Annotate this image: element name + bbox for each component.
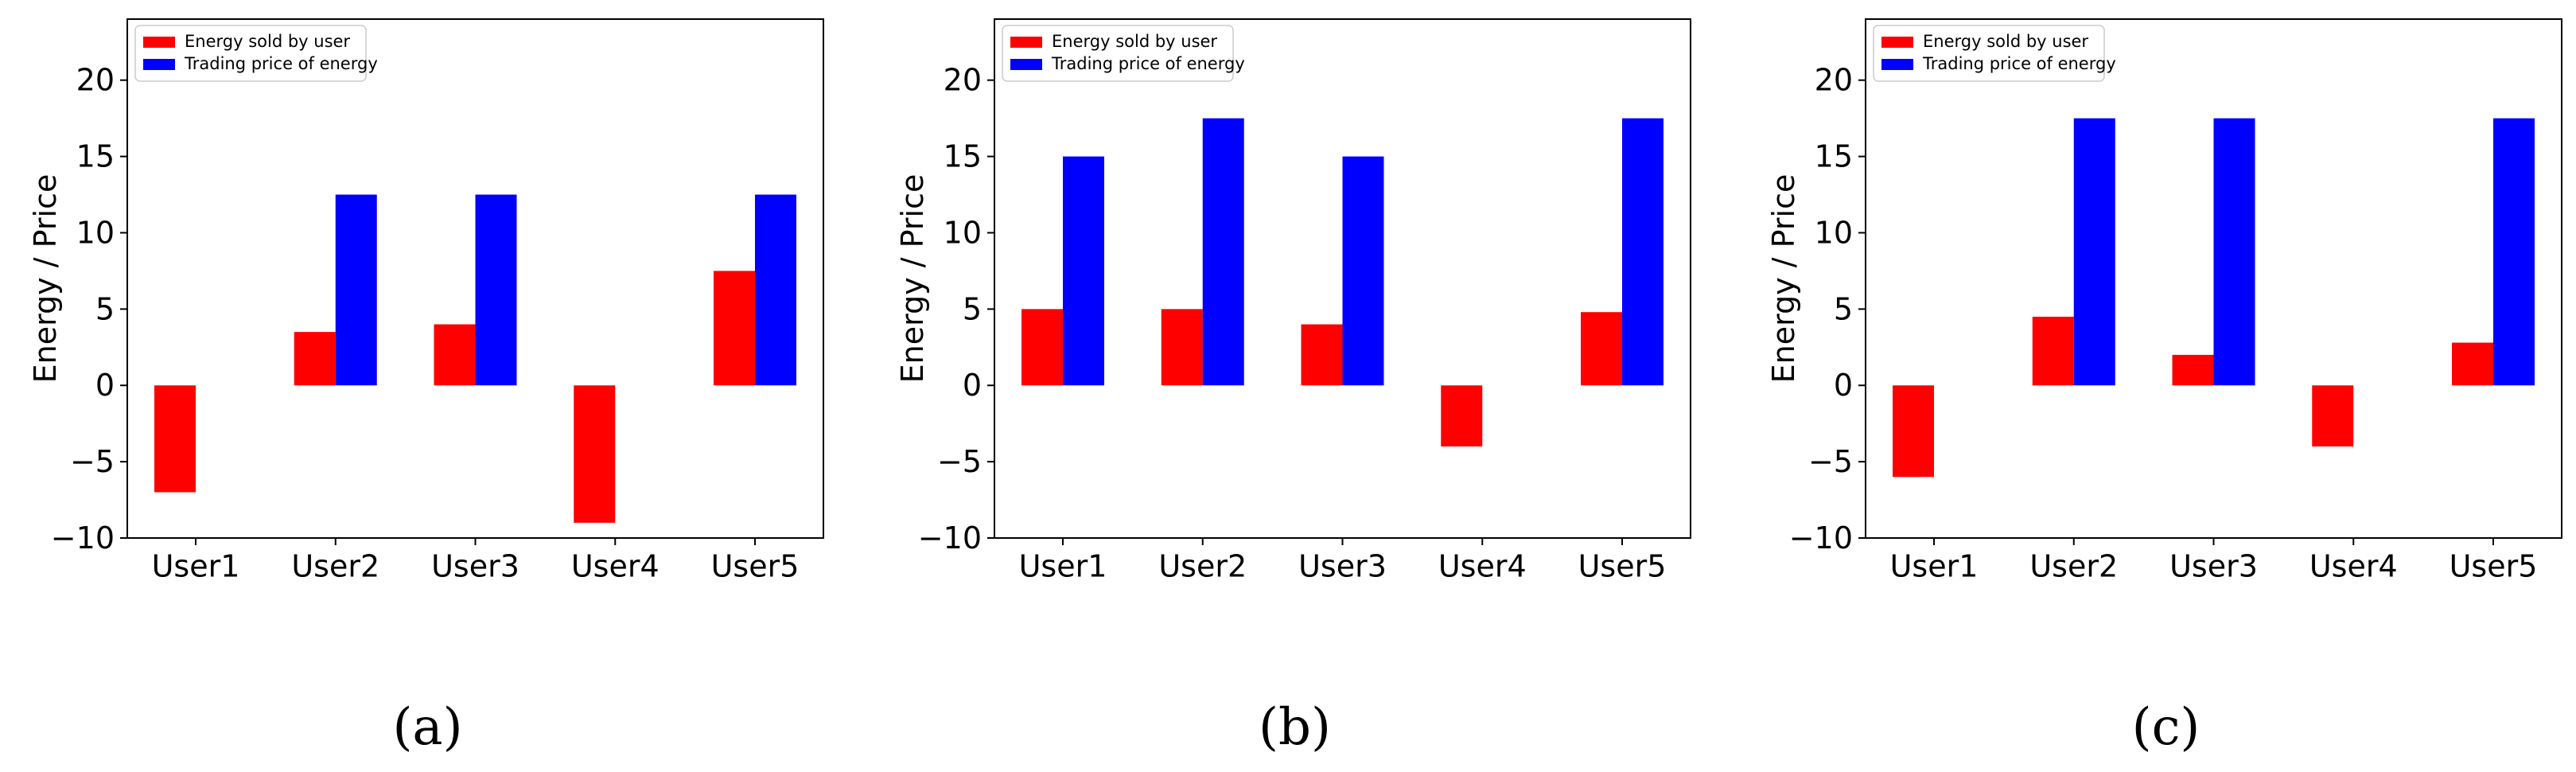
energy-bar [1581, 312, 1622, 386]
energy-bar [1021, 309, 1063, 386]
y-tick-label: 0 [1834, 368, 1853, 403]
price-bar [1342, 156, 1384, 386]
energy-bar [1441, 385, 1483, 446]
y-tick-label: 0 [95, 368, 115, 403]
price-bar [1202, 118, 1244, 386]
energy-bar [1161, 309, 1203, 386]
legend-swatch [1010, 59, 1042, 70]
y-tick-label: −10 [918, 521, 982, 556]
legend-box [1873, 25, 2105, 82]
y-tick-label: −10 [1789, 521, 1853, 556]
x-tick-label: User4 [571, 549, 660, 584]
y-tick-label: 5 [95, 291, 115, 326]
legend-swatch [1881, 59, 1913, 70]
legend-entry: Energy sold by user [1052, 32, 1217, 51]
energy-bar [154, 385, 196, 493]
x-tick-label: User3 [431, 549, 519, 584]
legend-entry: Energy sold by user [185, 32, 350, 51]
panel-label: (a) [392, 698, 462, 757]
x-tick-label: User1 [1019, 549, 1107, 584]
x-tick-label: User5 [1578, 549, 1667, 584]
energy-bar [1301, 324, 1343, 386]
price-bar [2493, 118, 2535, 386]
price-bar [2073, 118, 2115, 386]
energy-bar [2452, 342, 2493, 386]
y-tick-label: −10 [51, 521, 115, 556]
y-tick-label: 10 [1815, 215, 1853, 250]
legend-box [134, 25, 367, 82]
energy-bar [1893, 385, 1934, 478]
x-tick-label: User3 [2169, 549, 2258, 584]
legend-entry: Energy sold by user [1923, 32, 2088, 51]
legend-swatch [143, 59, 175, 70]
legend-entry: Trading price of energy [1051, 54, 1245, 73]
x-tick-label: User2 [1158, 549, 1247, 584]
y-tick-label: 10 [76, 215, 115, 250]
chart-panel-2: −10 −5 0 5 10 15 20 Energy / Price User1 User2 Use… [895, 18, 1691, 757]
y-tick-label: 15 [76, 139, 115, 174]
y-axis-label: Energy / Price [895, 174, 930, 384]
y-tick-label: 10 [944, 215, 982, 250]
panel-label: (c) [2132, 698, 2200, 757]
y-tick-label: 20 [1815, 63, 1853, 98]
y-tick-label: 15 [1815, 139, 1853, 174]
price-bar [2213, 118, 2255, 386]
y-axis-label: Energy / Price [1766, 174, 1801, 384]
energy-bar [2172, 354, 2214, 386]
price-bar [755, 194, 796, 386]
legend-entry: Trading price of energy [1922, 54, 2116, 73]
y-tick-label: 5 [1834, 291, 1853, 326]
x-tick-label: User1 [152, 549, 240, 584]
x-tick-label: User4 [2309, 549, 2398, 584]
energy-bar [2032, 316, 2074, 386]
energy-bar [294, 332, 336, 386]
panel-label: (b) [1259, 698, 1331, 757]
energy-bar [434, 324, 476, 386]
legend-box [1002, 25, 1234, 82]
energy-bar [574, 385, 616, 523]
legend-swatch [1010, 37, 1042, 48]
y-tick-label: 0 [963, 368, 982, 403]
x-tick-label: User2 [2029, 549, 2118, 584]
y-tick-label: −5 [70, 444, 115, 479]
price-bar [1063, 156, 1104, 386]
y-tick-label: 20 [944, 63, 982, 98]
price-bar [335, 194, 377, 386]
x-tick-label: User5 [711, 549, 800, 584]
legend-swatch [143, 37, 175, 48]
x-tick-label: User3 [1298, 549, 1387, 584]
x-tick-label: User4 [1438, 549, 1527, 584]
price-bar [1622, 118, 1664, 386]
price-bar [475, 194, 517, 386]
chart-panel-3: −10 −5 0 5 10 15 20 Energy / Price User1 User2 Use… [1766, 18, 2562, 757]
legend-entry: Trading price of energy [184, 54, 378, 73]
x-tick-label: User2 [291, 549, 379, 584]
legend-swatch [1881, 37, 1913, 48]
chart-panel-1: −10 −5 0 5 10 15 20 Energy / Price User1 User2 Use… [28, 18, 824, 757]
y-tick-label: 20 [76, 63, 115, 98]
energy-bar [714, 271, 755, 386]
y-tick-label: −5 [1808, 444, 1853, 479]
y-tick-label: 5 [963, 291, 982, 326]
y-axis-label: Energy / Price [28, 174, 63, 384]
y-tick-label: −5 [937, 444, 982, 479]
energy-bar [2312, 385, 2354, 446]
x-tick-label: User5 [2450, 549, 2538, 584]
x-tick-label: User1 [1890, 549, 1979, 584]
y-tick-label: 15 [944, 139, 982, 174]
